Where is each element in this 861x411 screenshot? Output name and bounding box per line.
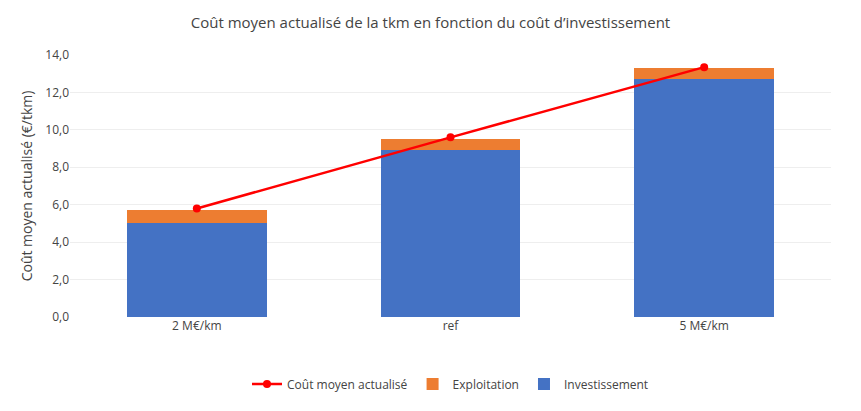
svg-text:ref: ref bbox=[443, 317, 460, 334]
svg-text:4,0: 4,0 bbox=[52, 233, 69, 250]
svg-text:Exploitation: Exploitation bbox=[453, 376, 519, 393]
svg-text:Investissement: Investissement bbox=[564, 376, 648, 393]
svg-text:8,0: 8,0 bbox=[52, 158, 69, 175]
svg-text:Coût moyen actualisé: Coût moyen actualisé bbox=[287, 376, 408, 393]
svg-text:Coût moyen actualisé de la tkm: Coût moyen actualisé de la tkm en foncti… bbox=[191, 12, 670, 32]
svg-text:14,0: 14,0 bbox=[45, 46, 69, 63]
svg-text:0,0: 0,0 bbox=[52, 308, 69, 325]
svg-text:5 M€/km: 5 M€/km bbox=[679, 317, 728, 334]
svg-text:10,0: 10,0 bbox=[45, 121, 69, 138]
svg-text:2 M€/km: 2 M€/km bbox=[172, 317, 221, 334]
svg-text:12,0: 12,0 bbox=[45, 84, 69, 101]
svg-text:2,0: 2,0 bbox=[52, 271, 69, 288]
svg-text:Coût moyen actualisé (€/tkm): Coût moyen actualisé (€/tkm) bbox=[17, 91, 36, 282]
svg-text:6,0: 6,0 bbox=[52, 196, 69, 213]
